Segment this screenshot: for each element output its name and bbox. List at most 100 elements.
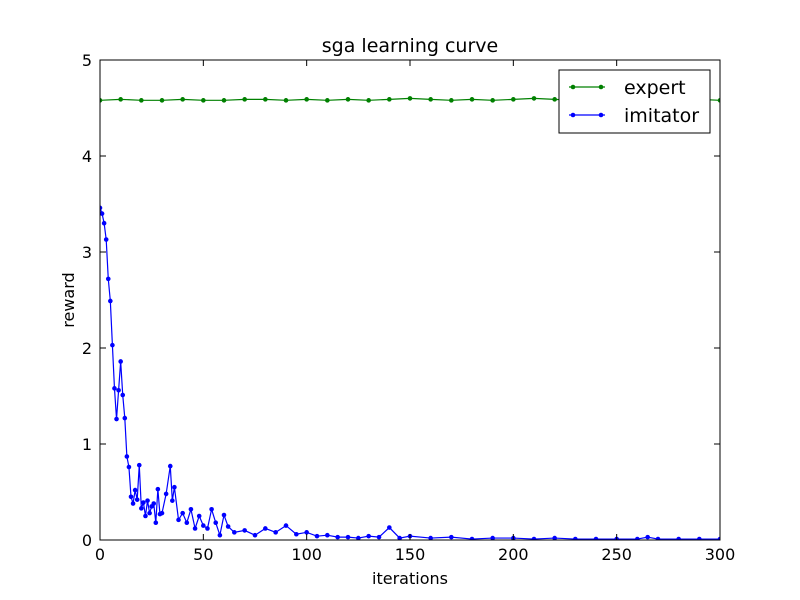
x-tick-label: 200 xyxy=(498,545,529,564)
legend-marker-imitator xyxy=(598,112,604,118)
data-point-imitator xyxy=(155,486,161,492)
legend-marker-expert xyxy=(598,84,604,90)
data-point-imitator xyxy=(217,532,223,538)
legend-label-imitator: imitator xyxy=(624,105,699,127)
data-point-imitator xyxy=(159,510,165,516)
data-point-imitator xyxy=(335,534,340,540)
x-tick-label: 0 xyxy=(95,545,105,564)
data-point-imitator xyxy=(490,535,495,540)
data-point-imitator xyxy=(205,526,210,531)
data-point-imitator xyxy=(101,220,107,226)
data-point-imitator xyxy=(124,454,130,459)
data-point-expert xyxy=(304,97,309,102)
data-point-imitator xyxy=(325,532,330,538)
data-point-imitator xyxy=(100,205,103,211)
data-point-imitator xyxy=(100,211,105,216)
data-point-expert xyxy=(263,97,268,102)
y-tick-label: 3 xyxy=(82,243,92,262)
data-point-expert xyxy=(180,97,185,102)
data-point-imitator xyxy=(213,520,219,526)
data-point-expert xyxy=(407,96,413,101)
data-point-imitator xyxy=(163,491,169,497)
data-point-imitator xyxy=(145,498,150,503)
data-point-imitator xyxy=(167,463,173,469)
data-point-expert xyxy=(100,98,103,103)
data-point-imitator xyxy=(105,276,111,282)
legend-box xyxy=(558,69,711,134)
data-point-imitator xyxy=(676,536,681,540)
data-point-imitator xyxy=(225,524,231,529)
data-point-imitator xyxy=(366,533,371,539)
data-point-imitator xyxy=(172,484,177,490)
data-point-imitator xyxy=(345,534,351,540)
data-point-imitator xyxy=(397,535,402,540)
data-point-imitator xyxy=(221,512,227,518)
data-point-expert xyxy=(221,98,227,103)
x-tick-label: 50 xyxy=(193,545,213,564)
data-point-expert xyxy=(490,98,495,103)
data-point-expert xyxy=(717,98,720,103)
data-point-imitator xyxy=(192,526,198,531)
data-point-imitator xyxy=(645,534,650,540)
data-point-imitator xyxy=(141,500,146,505)
data-point-imitator xyxy=(188,506,194,512)
data-point-imitator xyxy=(134,497,140,502)
data-point-imitator xyxy=(697,536,702,540)
legend-marker-imitator xyxy=(570,112,576,118)
legend-label-expert: expert xyxy=(624,77,686,99)
data-point-expert xyxy=(283,98,289,103)
data-point-expert xyxy=(159,98,165,103)
data-point-expert xyxy=(469,97,475,102)
data-point-expert xyxy=(531,96,537,101)
data-point-imitator xyxy=(139,506,144,511)
series-line-imitator xyxy=(100,207,720,540)
data-point-imitator xyxy=(184,520,190,526)
x-tick-label: 150 xyxy=(395,545,426,564)
data-point-imitator xyxy=(136,462,142,468)
data-point-expert xyxy=(366,98,371,103)
data-point-imitator xyxy=(120,392,126,398)
data-point-imitator xyxy=(314,533,320,539)
data-point-imitator xyxy=(110,342,115,348)
chart-title: sga learning curve xyxy=(322,35,498,57)
data-point-expert xyxy=(428,97,433,102)
data-point-imitator xyxy=(655,536,661,540)
data-point-imitator xyxy=(531,536,537,540)
data-point-imitator xyxy=(635,536,640,540)
data-point-imitator xyxy=(573,536,578,540)
data-point-imitator xyxy=(180,510,185,516)
y-tick-label: 5 xyxy=(82,51,92,70)
data-point-imitator xyxy=(428,535,433,540)
data-point-imitator xyxy=(356,535,361,540)
data-point-imitator xyxy=(108,298,113,304)
data-point-imitator xyxy=(376,534,382,540)
data-point-imitator xyxy=(103,237,109,242)
data-point-imitator xyxy=(143,513,148,519)
data-point-imitator xyxy=(469,536,475,540)
data-point-imitator xyxy=(273,530,278,535)
data-point-expert xyxy=(118,97,123,102)
data-point-expert xyxy=(511,97,516,102)
y-tick-label: 4 xyxy=(82,147,92,166)
data-point-expert xyxy=(387,97,392,102)
y-tick-label: 1 xyxy=(82,435,92,454)
x-tick-label: 300 xyxy=(705,545,736,564)
data-point-imitator xyxy=(112,386,117,391)
data-point-imitator xyxy=(449,534,454,540)
data-point-imitator xyxy=(304,530,309,535)
x-tick-label: 100 xyxy=(291,545,322,564)
data-point-imitator xyxy=(209,506,214,512)
data-point-imitator xyxy=(232,530,237,535)
data-point-expert xyxy=(201,98,206,103)
data-point-imitator xyxy=(147,510,152,516)
data-point-imitator xyxy=(242,528,247,533)
series-group xyxy=(100,96,720,540)
legend-marker-expert xyxy=(570,84,576,90)
data-point-expert xyxy=(449,98,454,103)
data-point-imitator xyxy=(151,501,157,506)
data-point-imitator xyxy=(717,536,720,540)
data-point-imitator xyxy=(196,513,202,519)
data-point-expert xyxy=(325,98,330,103)
y-tick-label: 2 xyxy=(82,339,92,358)
